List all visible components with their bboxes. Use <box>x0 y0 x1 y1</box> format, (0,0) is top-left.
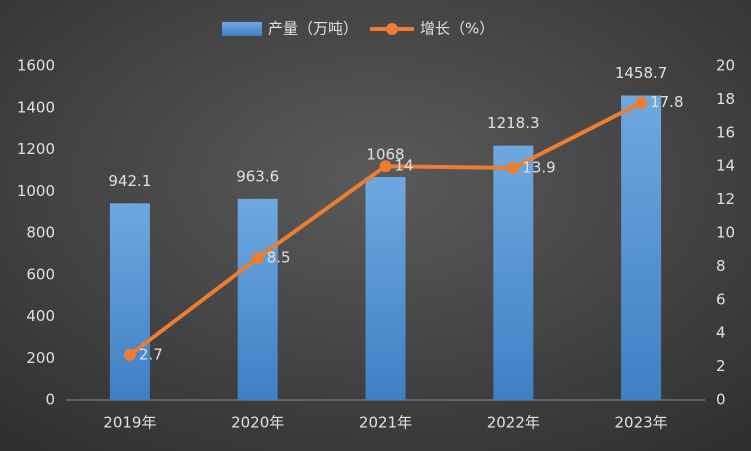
data-label: 942.1 <box>108 172 151 190</box>
y2-tick-label: 18 <box>716 90 735 108</box>
y2-tick-label: 12 <box>716 190 735 208</box>
data-label: 14 <box>395 157 414 175</box>
y2-tick-label: 14 <box>716 157 735 175</box>
legend-marker <box>386 23 399 35</box>
data-label: 17.8 <box>650 93 683 111</box>
line-point <box>123 348 136 361</box>
x-tick-label: 2021年 <box>359 414 412 432</box>
data-label: 13.9 <box>522 158 555 176</box>
x-tick-label: 2023年 <box>615 414 668 432</box>
y2-tick-label: 0 <box>716 391 726 409</box>
bar <box>621 95 662 401</box>
y-tick-label: 0 <box>45 391 55 409</box>
legend-swatch <box>222 22 262 36</box>
line-point <box>635 96 648 109</box>
y2-tick-label: 16 <box>716 123 735 141</box>
line-point <box>379 160 392 173</box>
data-label: 1218.3 <box>487 114 540 132</box>
y2-tick-label: 4 <box>716 324 726 342</box>
y-tick-label: 1000 <box>17 182 55 200</box>
line-point <box>251 252 264 265</box>
y-tick-label: 1400 <box>17 98 55 116</box>
data-label: 8.5 <box>267 249 291 267</box>
x-tick-label: 2022年 <box>487 414 540 432</box>
x-tick-label: 2019年 <box>103 414 156 432</box>
x-tick-label: 2020年 <box>231 414 284 432</box>
y2-tick-label: 8 <box>716 257 726 275</box>
y2-tick-label: 10 <box>716 224 735 242</box>
line-point <box>507 161 520 174</box>
y-tick-label: 1200 <box>17 140 55 158</box>
y-tick-label: 200 <box>26 349 55 367</box>
data-label: 1458.7 <box>615 64 668 82</box>
data-label: 2.7 <box>139 345 163 363</box>
legend-label: 产量（万吨） <box>268 20 358 38</box>
data-label: 963.6 <box>236 167 279 185</box>
bar <box>493 145 534 400</box>
bar <box>237 198 278 400</box>
y-tick-label: 800 <box>26 224 55 242</box>
bar <box>109 203 150 400</box>
y-tick-label: 400 <box>26 307 55 325</box>
y-tick-label: 1600 <box>17 57 55 75</box>
y-tick-label: 600 <box>26 265 55 283</box>
y2-tick-label: 20 <box>716 57 735 75</box>
legend-label: 增长（%） <box>420 20 494 38</box>
bar <box>365 177 406 400</box>
y2-tick-label: 6 <box>716 290 726 308</box>
data-label: 1068 <box>366 146 404 164</box>
y2-tick-label: 2 <box>716 357 726 375</box>
